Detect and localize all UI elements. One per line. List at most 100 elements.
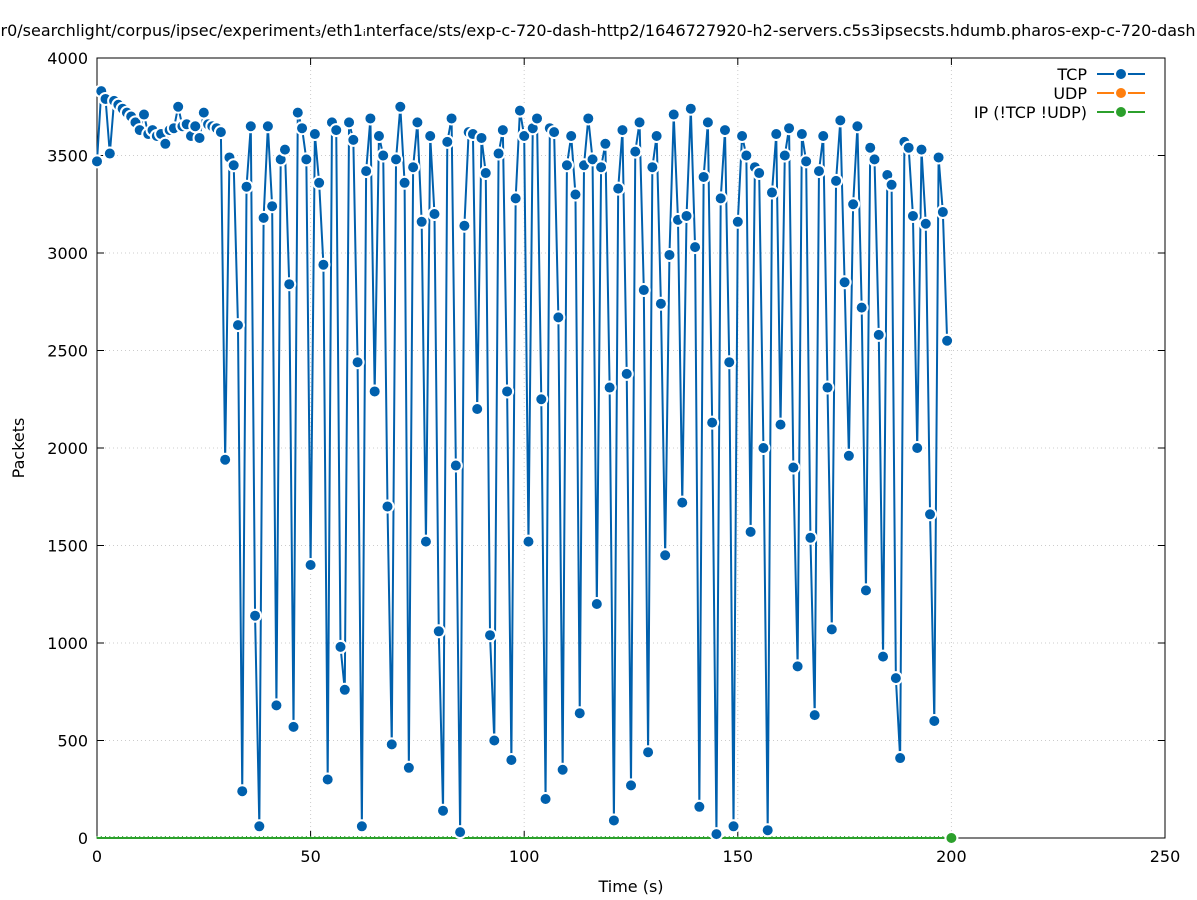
data-point	[337, 682, 352, 697]
series-layer	[90, 84, 959, 845]
data-point	[342, 115, 357, 130]
data-point	[901, 140, 916, 155]
data-point	[371, 129, 386, 143]
y-tick-label: 2500	[47, 342, 88, 361]
data-point	[931, 150, 946, 165]
data-point	[282, 277, 297, 292]
data-point	[256, 210, 271, 225]
data-point	[717, 123, 732, 138]
data-point	[662, 247, 677, 262]
data-point	[239, 179, 254, 194]
data-point	[769, 127, 784, 142]
data-point	[448, 458, 463, 473]
data-point	[624, 778, 638, 793]
legend-marker	[1114, 67, 1128, 81]
data-point	[692, 799, 707, 814]
data-point	[726, 819, 741, 834]
data-point	[260, 119, 275, 134]
data-point	[90, 154, 104, 169]
data-point	[213, 125, 228, 140]
data-point	[602, 380, 617, 395]
data-point	[619, 366, 634, 381]
data-point	[136, 107, 151, 122]
data-point	[572, 706, 587, 721]
data-point	[248, 608, 263, 623]
data-point	[196, 105, 211, 120]
data-point	[568, 187, 583, 202]
data-point	[423, 129, 438, 143]
data-point	[867, 152, 882, 167]
data-point	[188, 119, 203, 134]
y-tick-label: 3000	[47, 244, 88, 263]
data-point	[782, 121, 797, 136]
data-point	[705, 415, 720, 430]
chart-title: r0/searchlight/corpus/ipsec/experiment₃/…	[0, 21, 1195, 40]
x-tick-label: 150	[723, 847, 754, 866]
data-point	[863, 140, 878, 155]
legend-label: IP (!TCP !UDP)	[974, 103, 1087, 122]
data-point	[709, 827, 724, 842]
x-tick-label: 50	[300, 847, 320, 866]
data-point	[431, 624, 446, 639]
data-point	[935, 205, 950, 220]
data-point	[833, 113, 848, 128]
data-point	[611, 181, 626, 196]
data-point	[803, 530, 818, 545]
data-point	[777, 148, 792, 163]
data-point	[858, 583, 873, 598]
data-point	[688, 240, 703, 255]
data-point	[555, 762, 570, 777]
data-point	[500, 384, 515, 399]
series-ip-tcp-udp-	[96, 831, 959, 845]
data-point	[752, 166, 767, 181]
data-point	[474, 130, 489, 145]
data-point	[837, 275, 852, 290]
x-tick-label: 100	[509, 847, 540, 866]
data-point	[764, 185, 779, 200]
data-point	[329, 123, 344, 138]
data-point	[354, 819, 369, 834]
data-point	[641, 745, 656, 760]
data-point	[512, 103, 527, 118]
data-point	[440, 134, 455, 149]
data-point	[632, 115, 647, 130]
data-point	[478, 166, 493, 181]
data-point	[594, 160, 609, 175]
data-point	[414, 214, 429, 229]
data-point	[316, 257, 331, 272]
data-point	[786, 460, 801, 475]
data-point	[790, 659, 805, 674]
data-point	[102, 146, 117, 161]
data-point	[722, 355, 737, 370]
data-point	[508, 191, 523, 206]
data-point	[551, 310, 566, 325]
data-point	[700, 115, 715, 130]
data-point	[534, 392, 549, 407]
data-point	[483, 628, 498, 643]
data-point	[303, 558, 318, 572]
data-point	[675, 495, 690, 510]
data-point	[436, 803, 451, 818]
data-point	[171, 99, 186, 114]
data-point	[773, 417, 788, 432]
data-point	[410, 115, 425, 130]
data-point	[846, 197, 861, 212]
data-point	[312, 175, 327, 190]
data-point	[521, 534, 536, 549]
data-point	[470, 402, 485, 416]
data-point	[401, 760, 416, 775]
data-point	[918, 216, 933, 231]
data-point	[320, 772, 335, 787]
data-point	[816, 129, 831, 143]
data-point	[350, 355, 365, 370]
data-point	[927, 714, 942, 728]
data-point	[854, 300, 869, 315]
data-point	[444, 111, 459, 126]
data-point	[730, 214, 745, 229]
legend-label: TCP	[1056, 65, 1087, 84]
y-tick-label: 1000	[47, 634, 88, 653]
data-point	[606, 813, 621, 828]
data-point	[756, 441, 771, 455]
data-point	[406, 160, 421, 175]
data-point	[923, 507, 938, 522]
